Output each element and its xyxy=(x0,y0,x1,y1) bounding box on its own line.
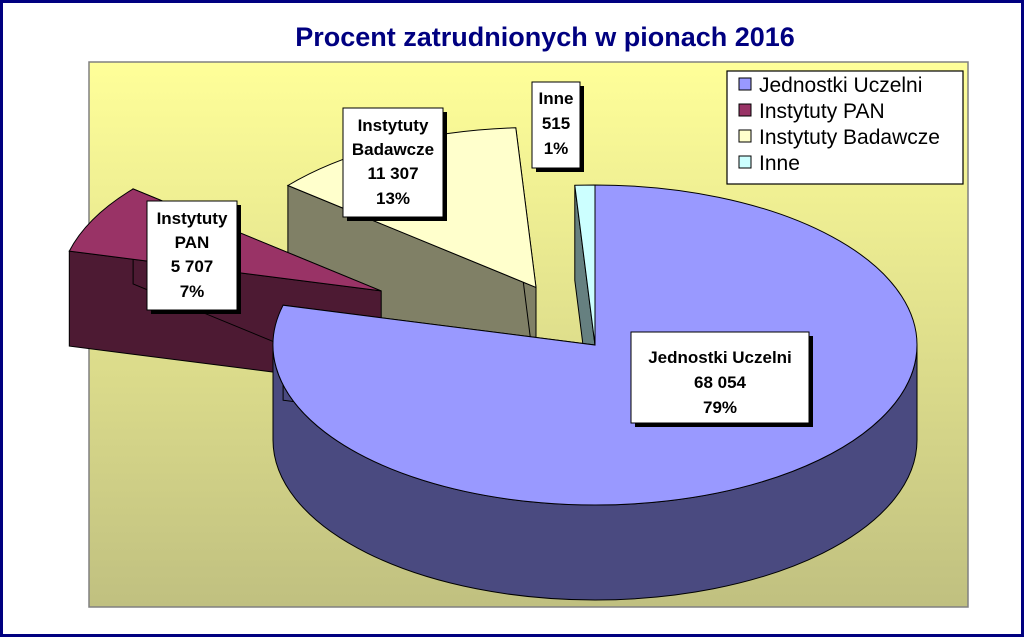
legend: Jednostki Uczelni Instytuty PAN Instytut… xyxy=(726,70,964,185)
legend-item-instytuty-badawcze: Instytuty Badawcze xyxy=(738,126,940,149)
data-label-name-line1: Instytuty xyxy=(157,209,228,228)
data-label-value: 68 054 xyxy=(694,373,747,392)
data-label-instytuty-badawcze: Instytuty Badawcze 11 307 13% xyxy=(342,107,447,221)
legend-label: Jednostki Uczelni xyxy=(759,74,922,97)
legend-item-instytuty-pan: Instytuty PAN xyxy=(738,100,885,123)
legend-label: Instytuty Badawcze xyxy=(759,126,940,149)
data-label-percent: 1% xyxy=(544,139,569,158)
data-label-jednostki-uczelni: Jednostki Uczelni 68 054 79% xyxy=(630,331,813,427)
data-label-percent: 79% xyxy=(703,398,737,417)
chart-title: Procent zatrudnionych w pionach 2016 xyxy=(295,22,795,52)
legend-swatch xyxy=(738,103,752,117)
data-label-name-line1: Instytuty xyxy=(358,116,429,135)
data-label-value: 11 307 xyxy=(367,164,418,183)
data-label-instytuty-pan: Instytuty PAN 5 707 7% xyxy=(146,200,241,314)
data-label-value: 515 xyxy=(542,114,570,133)
legend-swatch xyxy=(738,155,752,169)
data-label-name: Inne xyxy=(539,89,574,108)
legend-swatch xyxy=(738,129,752,143)
data-label-name-line2: PAN xyxy=(175,233,210,252)
data-label-name: Jednostki Uczelni xyxy=(648,348,792,367)
data-label-value: 5 707 xyxy=(171,257,214,276)
data-label-name-line2: Badawcze xyxy=(352,140,434,159)
legend-item-jednostki-uczelni: Jednostki Uczelni xyxy=(738,74,922,97)
data-label-inne: Inne 515 1% xyxy=(531,81,584,172)
data-label-percent: 13% xyxy=(376,189,410,208)
legend-label: Instytuty PAN xyxy=(759,100,885,123)
data-label-percent: 7% xyxy=(180,282,205,301)
legend-item-inne: Inne xyxy=(738,152,800,175)
legend-swatch xyxy=(738,77,752,91)
legend-label: Inne xyxy=(759,152,800,175)
